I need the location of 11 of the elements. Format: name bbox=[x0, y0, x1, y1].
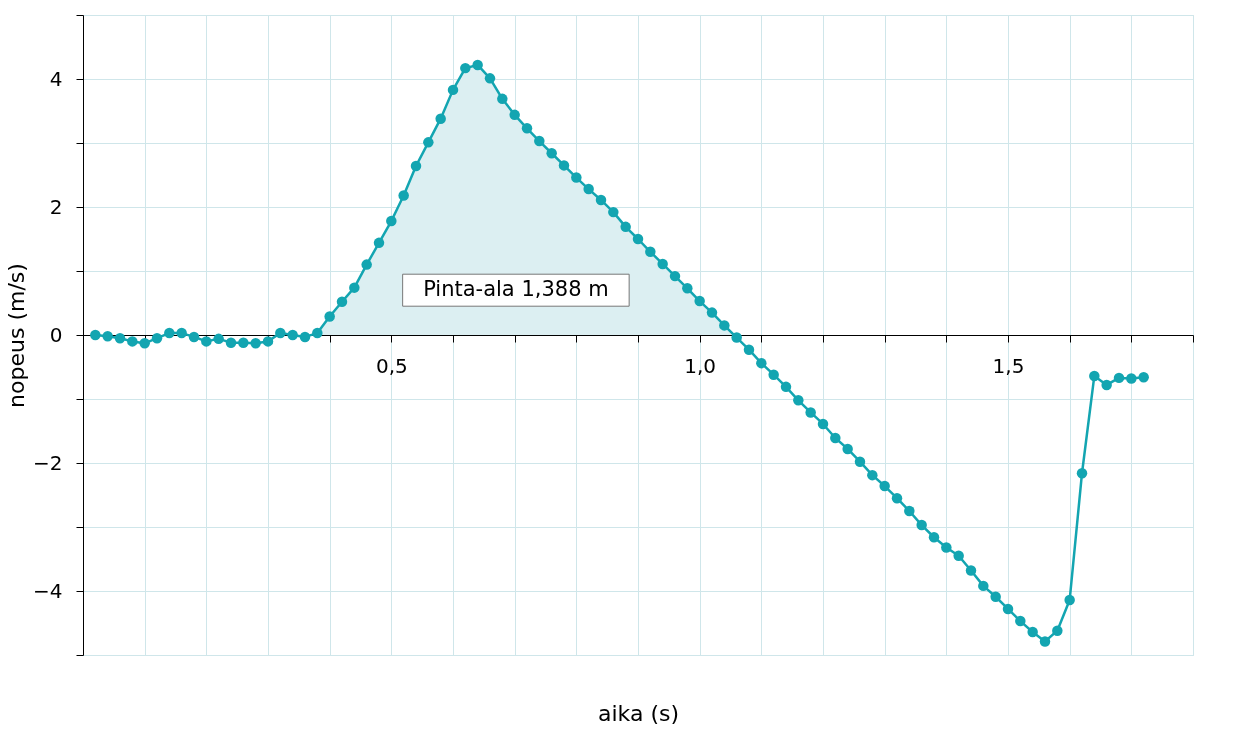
x-tick-label: 1,5 bbox=[992, 353, 1025, 378]
x-axis-title: aika (s) bbox=[597, 700, 680, 726]
y-tick-label: 4 bbox=[49, 66, 63, 91]
annotation: Pinta-ala 1,388 m bbox=[423, 277, 609, 302]
y-tick-label: 2 bbox=[49, 194, 63, 219]
x-tick-label: 1,0 bbox=[684, 353, 717, 378]
y-tick-label: 0 bbox=[49, 322, 63, 347]
y-axis-title: nopeus (m/s) bbox=[4, 263, 30, 408]
y-tick-label: −2 bbox=[33, 450, 63, 475]
y-tick-label: −4 bbox=[33, 578, 63, 603]
x-tick-label: 0,5 bbox=[375, 353, 408, 378]
